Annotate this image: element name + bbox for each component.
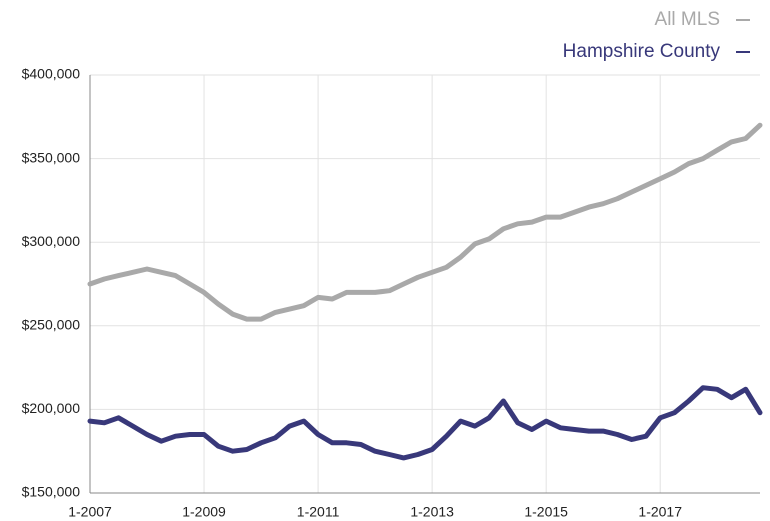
x-tick-label: 1-2017 — [638, 504, 682, 520]
x-tick-label: 1-2007 — [68, 504, 112, 520]
y-tick-label: $150,000 — [22, 484, 81, 500]
x-tick-label: 1-2009 — [182, 504, 226, 520]
y-tick-label: $200,000 — [22, 400, 81, 416]
y-tick-label: $250,000 — [22, 317, 81, 333]
x-tick-label: 1-2011 — [297, 504, 340, 520]
y-tick-label: $350,000 — [22, 149, 81, 165]
legend-label: All MLS — [655, 9, 720, 30]
legend-label: Hampshire County — [563, 41, 721, 62]
series-line — [87, 385, 763, 461]
x-tick-label: 1-2015 — [524, 504, 568, 520]
x-tick-label: 1-2013 — [410, 504, 454, 520]
y-tick-label: $300,000 — [22, 233, 81, 249]
series-line — [87, 122, 763, 322]
y-tick-label: $400,000 — [22, 66, 81, 82]
